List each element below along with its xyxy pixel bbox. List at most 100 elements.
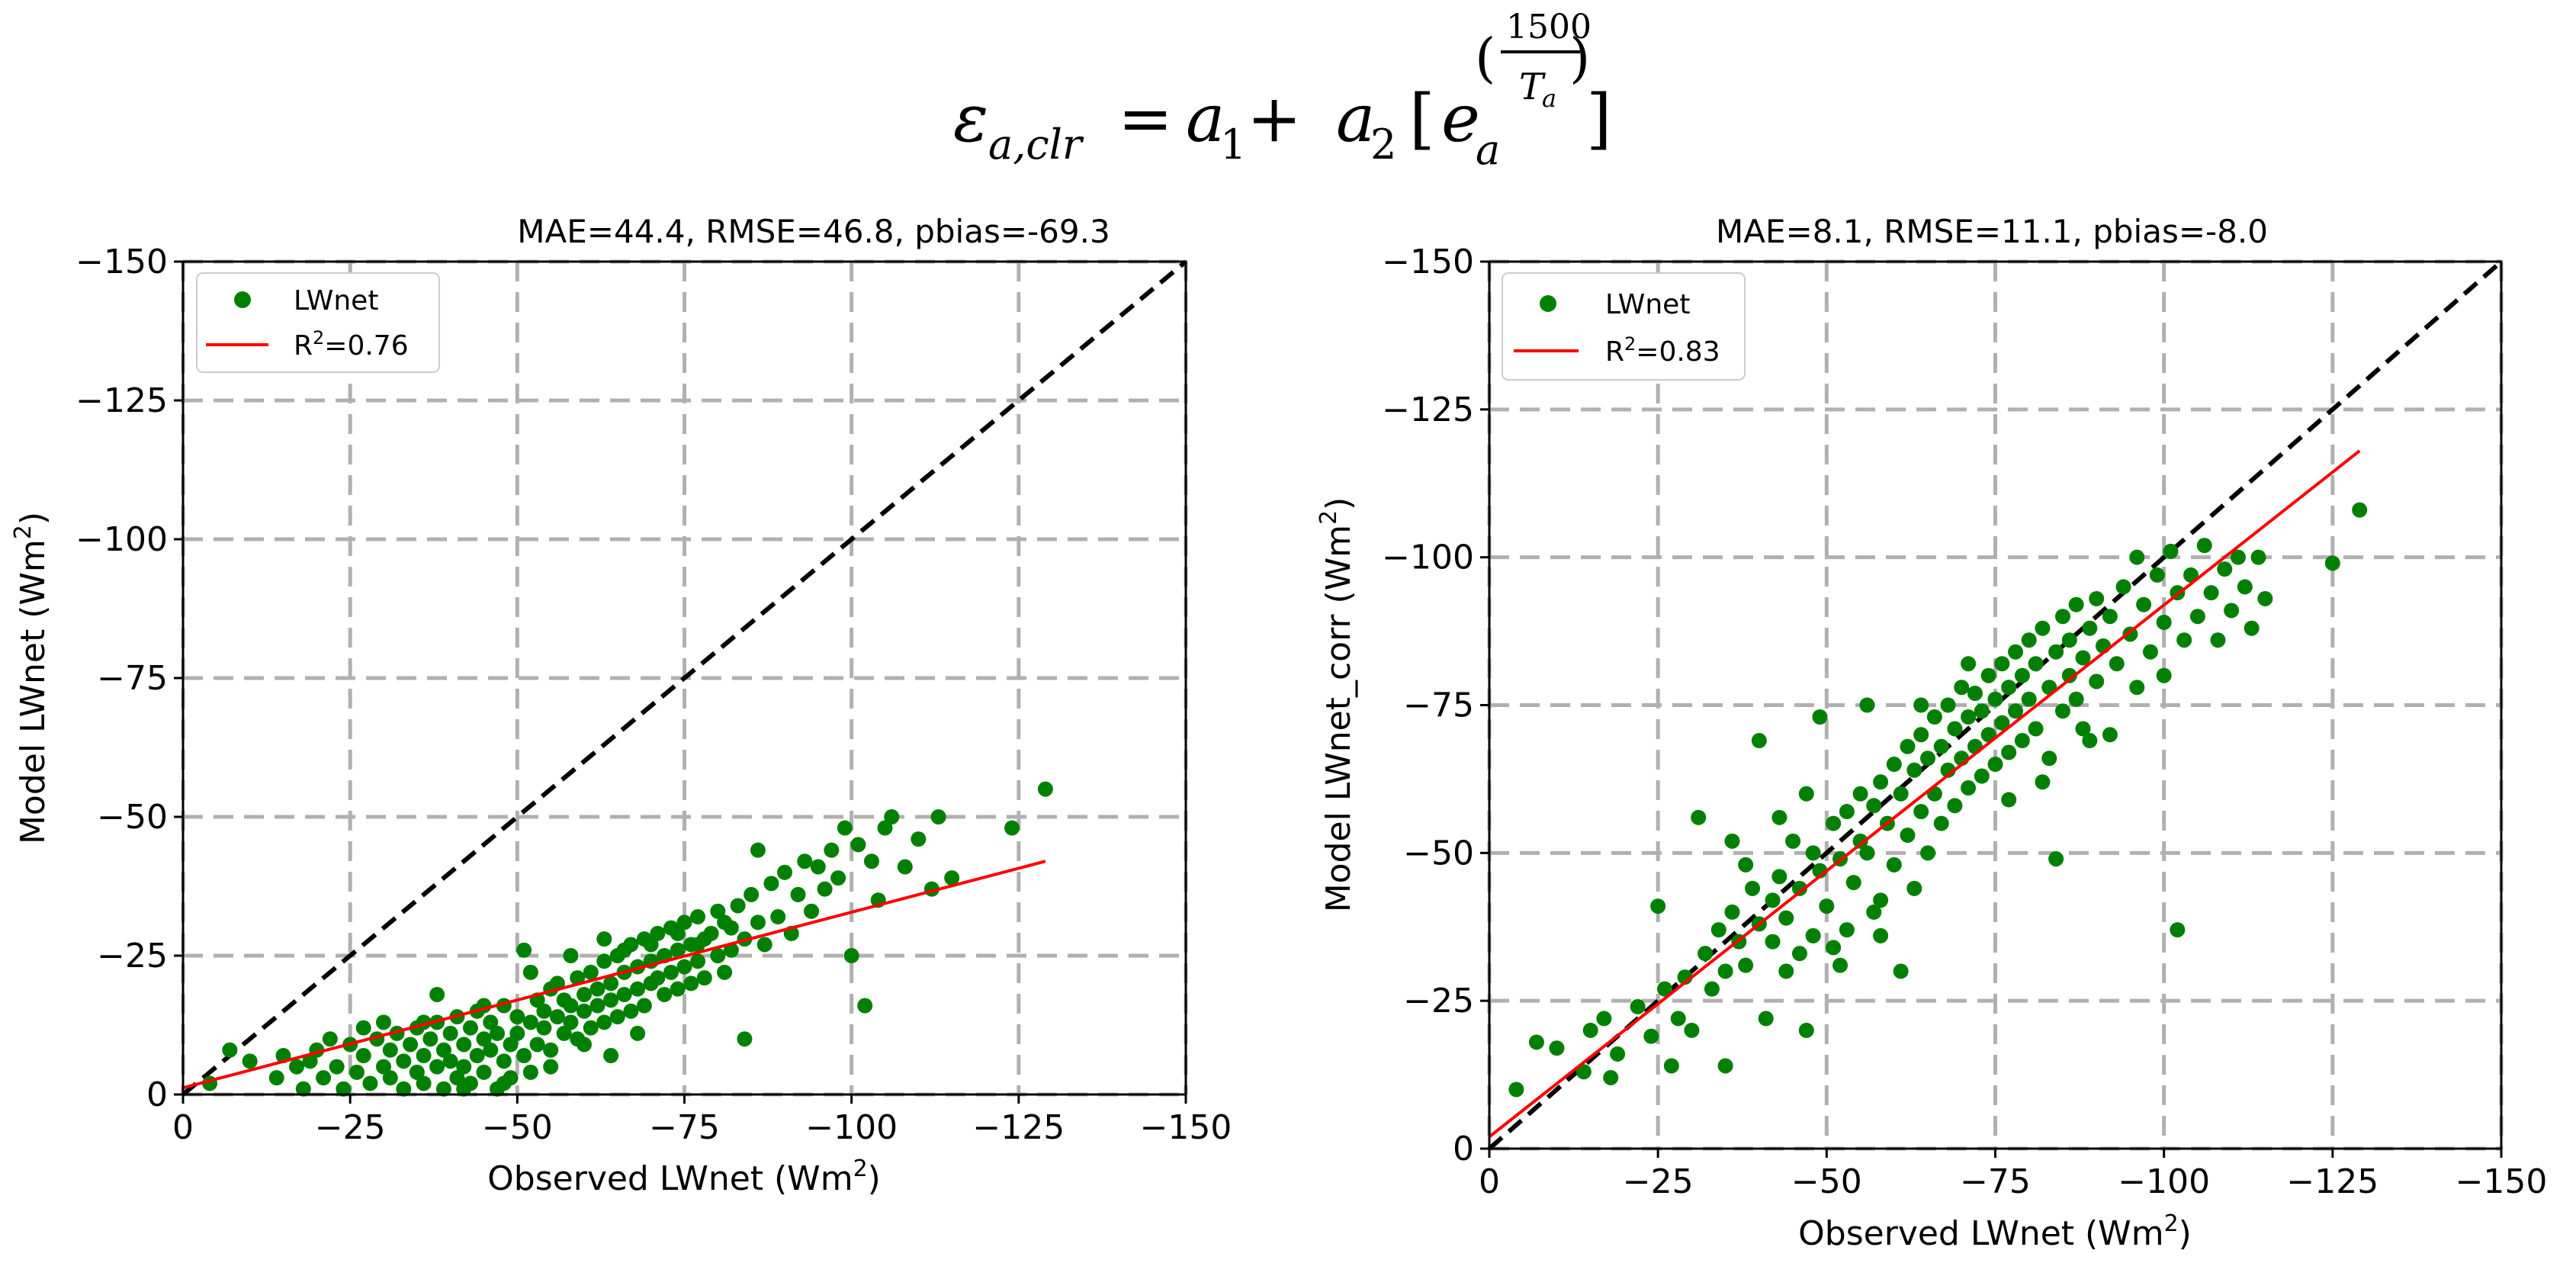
chart-right-point-120	[2102, 727, 2118, 743]
chart-left-point-144	[911, 831, 927, 847]
chart-left-point-122	[750, 842, 766, 858]
chart-right-point-79	[1954, 680, 1970, 696]
chart-left-point-73	[577, 986, 592, 1002]
chart-right-x-tick-label-4: −100	[2118, 1162, 2210, 1201]
chart-right-point-121	[2102, 609, 2118, 625]
chart-left-point-138	[857, 998, 873, 1014]
chart-right-point-89	[1987, 691, 2003, 707]
chart-right-point-84	[1967, 738, 1983, 754]
chart-right-point-59	[1886, 757, 1902, 773]
chart-left-point-46	[483, 1042, 499, 1058]
chart-left-point-110	[696, 970, 712, 986]
chart-right-point-83	[1967, 685, 1983, 701]
chart-right-point-158	[2035, 774, 2051, 790]
chart-left-point-143	[897, 859, 913, 875]
chart-right-point-137	[2189, 609, 2205, 625]
chart-right-point-73	[1933, 738, 1949, 754]
chart-left: MAE=44.4, RMSE=46.8, pbias=-69.3 0 −25 −50…	[10, 213, 1232, 1198]
chart-left-point-15	[362, 1075, 378, 1091]
chart-right-point-154	[1873, 892, 1889, 908]
chart-right-point-130	[2156, 614, 2172, 630]
chart-left-point-31	[435, 1042, 451, 1058]
chart-right-point-2	[1549, 1040, 1565, 1056]
chart-left-point-106	[683, 975, 699, 992]
chart-left-point-148	[1004, 820, 1020, 836]
chart-right-point-127	[2136, 596, 2152, 612]
chart-left-point-92	[636, 998, 652, 1014]
chart-left-point-125	[770, 909, 786, 925]
chart-left-point-17	[376, 1059, 391, 1075]
chart-right-point-141	[2217, 561, 2233, 577]
chart-right-point-7	[1610, 1046, 1626, 1062]
chart-left-x-ticks: 0 −25 −50 −75 −100 −125 −150	[172, 1094, 1232, 1147]
chart-right-point-38	[1798, 1022, 1814, 1038]
chart-right-points	[1508, 502, 2368, 1098]
chart-right-point-12	[1663, 1058, 1679, 1074]
chart-right-point-71	[1926, 709, 1942, 725]
chart-left-point-9	[316, 1070, 332, 1086]
chart-left-point-114	[717, 964, 733, 980]
chart-right-fit-line	[1488, 449, 2361, 1139]
chart-right-y-tick-label-0: 0	[1453, 1130, 1474, 1168]
chart-right-point-103	[2035, 620, 2051, 636]
chart-left-x-tick-label-3: −75	[649, 1108, 720, 1147]
chart-left-identity-line	[181, 259, 1187, 1097]
chart-right-legend-points-label: LWnet	[1605, 289, 1690, 320]
chart-left-point-22	[396, 1081, 412, 1097]
chart-right-point-15	[1684, 1022, 1700, 1038]
chart-right-point-47	[1832, 957, 1848, 973]
chart-left-point-112	[710, 948, 726, 963]
chart-right-point-118	[2089, 590, 2105, 606]
chart-left-point-78	[589, 998, 605, 1014]
chart-right-point-140	[2210, 632, 2226, 648]
chart-left-point-58	[522, 1064, 538, 1080]
chart-left-point-2	[242, 1053, 258, 1069]
chart-right-point-106	[2048, 851, 2064, 867]
chart-left-y-tick-label-2: −50	[97, 798, 168, 837]
chart-left-point-33	[442, 1025, 458, 1041]
chart-left-point-150	[429, 986, 445, 1002]
chart-left-y-tick-label-4: −100	[75, 520, 168, 559]
chart-left-point-60	[529, 1037, 545, 1053]
chart-right-point-45	[1826, 940, 1842, 956]
chart-left-y-label: Model LWnet (Wm2)	[10, 512, 53, 844]
chart-left-point-154	[596, 931, 612, 947]
chart-right-point-155	[1913, 697, 1929, 713]
chart-right-point-40	[1805, 927, 1821, 943]
chart-left-point-161	[543, 1059, 559, 1075]
chart-right-point-26	[1745, 880, 1761, 896]
chart-right-point-50	[1852, 833, 1868, 849]
chart-right-y-tick-label-3: −75	[1403, 686, 1474, 725]
chart-left-point-133	[824, 842, 840, 858]
chart-left-point-134	[830, 870, 846, 886]
chart-right-point-35	[1785, 833, 1801, 849]
chart-left-point-103	[676, 914, 692, 930]
chart-left-legend-points-label: LWnet	[294, 285, 378, 317]
chart-left-point-96	[650, 970, 666, 986]
chart-right-point-75	[1940, 697, 1956, 713]
chart-right-point-93	[2001, 680, 2017, 696]
chart-right-point-6	[1603, 1069, 1619, 1085]
chart-left-point-166	[355, 1020, 371, 1036]
chart-right-point-146	[2250, 549, 2266, 565]
chart-right-point-145	[2244, 620, 2260, 636]
chart-left-point-64	[543, 1042, 559, 1058]
chart-right-point-150	[1724, 833, 1740, 849]
chart-left-point-61	[536, 1003, 552, 1019]
chart-left-legend-marker	[234, 291, 251, 308]
chart-right-y-tick-label-6: −150	[1382, 243, 1474, 281]
chart-left-point-121	[750, 914, 766, 930]
chart-left-point-142	[884, 809, 900, 824]
chart-left-point-55	[516, 1048, 532, 1064]
chart-right-x-tick-label-6: −150	[2456, 1162, 2548, 1201]
chart-left-point-11	[336, 1081, 352, 1097]
chart-right-point-82	[1961, 780, 1977, 796]
chart-left-point-32	[435, 1081, 451, 1097]
chart-left-y-tick-label-6: −150	[75, 243, 168, 281]
chart-right-x-label: Observed LWnet (Wm2)	[1798, 1210, 2192, 1253]
chart-right-y-ticks: 0 −25 −50 −75 −100 −125 −150	[1382, 243, 1489, 1168]
chart-left-point-113	[710, 903, 726, 919]
chart-left-x-tick-label-6: −150	[1140, 1108, 1232, 1147]
chart-right-y-tick-label-5: −125	[1382, 391, 1474, 429]
chart-left-point-84	[609, 1009, 625, 1025]
